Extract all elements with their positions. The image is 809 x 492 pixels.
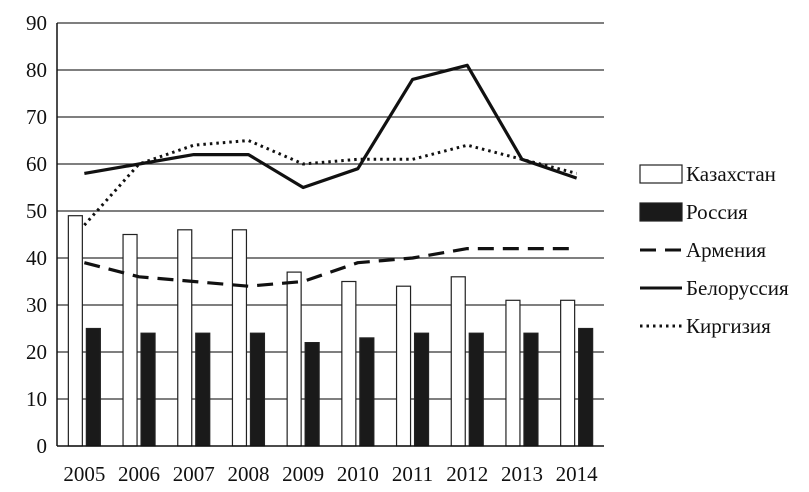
legend-label: Казахстан [686, 162, 776, 186]
legend-label: Армения [686, 238, 766, 262]
bar [304, 342, 320, 447]
y-tick-label: 0 [37, 434, 48, 458]
axes: 0 10 20 30 40 50 60 70 80 90 2005 2006 2007 2008 2009 2… [26, 11, 604, 486]
y-tick-label: 10 [26, 387, 47, 411]
lines [83, 63, 578, 288]
y-tick-label: 20 [26, 340, 47, 364]
bar [395, 285, 412, 447]
y-tick-label: 70 [26, 105, 47, 129]
x-tick-label: 2014 [556, 462, 599, 486]
bar [249, 332, 266, 447]
x-tick-label: 2011 [392, 462, 433, 486]
bar [195, 332, 211, 447]
y-tick-label: 50 [26, 199, 47, 223]
grid [57, 22, 604, 400]
legend-swatch [639, 164, 683, 184]
x-tick-label: 2006 [118, 462, 160, 486]
bar [122, 233, 138, 447]
bar [177, 229, 193, 447]
x-tick-label: 2008 [227, 462, 269, 486]
x-tick-label: 2009 [282, 462, 324, 486]
y-tick-label: 40 [26, 246, 47, 270]
series-line [83, 139, 578, 227]
x-tick-label: 2010 [337, 462, 379, 486]
y-tick-label: 90 [26, 11, 47, 35]
bars [67, 215, 594, 447]
bar [140, 332, 156, 447]
bar [450, 276, 466, 447]
y-tick-label: 60 [26, 152, 47, 176]
legend-label: Белоруссия [686, 276, 789, 300]
bar [523, 332, 539, 447]
bar [85, 327, 101, 447]
y-tick-label: 30 [26, 293, 47, 317]
legend: Казахстан Россия Армения Белоруссия Киргизия [639, 162, 789, 338]
bar [578, 327, 594, 447]
x-tick-label: 2013 [501, 462, 543, 486]
bar [67, 215, 83, 447]
y-tick-label: 80 [26, 58, 47, 82]
legend-swatch [639, 202, 683, 222]
bar [231, 229, 248, 447]
x-tick-label: 2005 [63, 462, 105, 486]
bar [505, 299, 521, 447]
bar [359, 337, 375, 447]
series-line [83, 247, 577, 288]
legend-label: Россия [686, 200, 748, 224]
series-line [84, 63, 578, 190]
bar [468, 332, 484, 447]
bar [341, 280, 357, 447]
bar [413, 332, 430, 447]
legend-label: Киргизия [686, 314, 771, 338]
x-tick-label: 2012 [446, 462, 488, 486]
x-tick-label: 2007 [173, 462, 215, 486]
bar [560, 299, 576, 447]
bar [286, 271, 302, 447]
